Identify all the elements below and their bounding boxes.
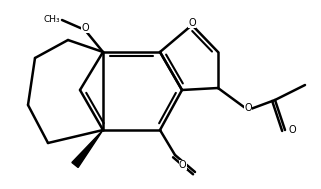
Polygon shape xyxy=(72,130,103,167)
Text: O: O xyxy=(289,125,297,135)
Text: O: O xyxy=(244,103,252,113)
Text: CH₃: CH₃ xyxy=(43,15,60,25)
Text: O: O xyxy=(188,18,196,28)
Text: O: O xyxy=(81,23,89,33)
Text: O: O xyxy=(179,160,187,170)
